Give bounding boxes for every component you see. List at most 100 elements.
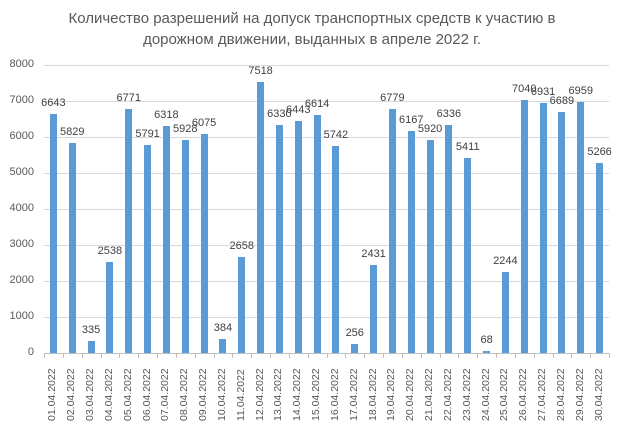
- y-tick-label: 8000: [9, 58, 34, 70]
- x-tick-mark: [251, 353, 253, 358]
- y-tick-label: 1000: [9, 310, 34, 322]
- gridline: [44, 245, 609, 246]
- x-tick-mark: [326, 353, 328, 358]
- bar-22.04.2022: [445, 124, 453, 353]
- data-label: 7040: [512, 82, 537, 95]
- x-tick-mark: [157, 353, 158, 358]
- x-tick-label: 25.04.2022: [498, 368, 511, 421]
- data-label: 5829: [60, 126, 85, 139]
- x-tick-label: 24.04.2022: [479, 368, 492, 421]
- y-tick-label: 5000: [9, 166, 34, 178]
- y-tick-label: 2000: [9, 274, 34, 286]
- data-label: 2538: [97, 244, 123, 257]
- plot-area: 6643 5829 335 2538 6771 5791 6318 5928 6075 384 26…: [41, 65, 612, 358]
- x-tick-label: 07.04.2022: [159, 368, 172, 421]
- x-tick-label: 19.04.2022: [385, 368, 398, 421]
- x-tick-label: 22.04.2022: [441, 368, 454, 421]
- bar-11.04.2022: [238, 257, 246, 353]
- data-label: 6075: [191, 117, 217, 130]
- y-tick-label: 0: [27, 346, 34, 358]
- bar-20.04.2022: [407, 131, 415, 353]
- x-tick-mark: [270, 353, 271, 358]
- data-label: 6959: [568, 85, 593, 98]
- data-label: 2244: [493, 255, 518, 268]
- bar-16.04.2022: [332, 146, 340, 353]
- data-label: 6443: [286, 104, 311, 117]
- x-tick-label: 06.04.2022: [140, 368, 153, 421]
- bar-19.04.2022: [388, 108, 396, 353]
- x-tick-label: 13.04.2022: [272, 368, 285, 421]
- gridline: [44, 65, 609, 66]
- x-tick-mark: [175, 353, 177, 358]
- bar-03.04.2022: [87, 340, 95, 353]
- x-tick-label: 08.04.2022: [178, 368, 191, 421]
- bar-18.04.2022: [370, 265, 378, 353]
- x-tick-label: 30.04.2022: [592, 368, 605, 421]
- gridline: [44, 173, 609, 174]
- x-tick-mark: [307, 353, 309, 358]
- x-tick-label: 11.04.2022: [234, 369, 247, 421]
- bar-09.04.2022: [200, 134, 208, 353]
- x-tick-mark: [514, 353, 516, 358]
- x-tick-label: 27.04.2022: [536, 368, 549, 421]
- x-tick-mark: [609, 353, 610, 358]
- x-tick-label: 04.04.2022: [102, 368, 115, 421]
- data-label: 5266: [587, 146, 612, 159]
- bar-27.04.2022: [539, 103, 547, 353]
- bar-23.04.2022: [464, 158, 472, 353]
- x-tick-mark: [458, 353, 460, 358]
- data-label: 6336: [436, 107, 462, 120]
- x-tick-mark: [477, 353, 479, 358]
- data-label: 6771: [116, 92, 141, 105]
- data-label: 68: [480, 333, 493, 346]
- x-tick-mark: [213, 353, 215, 358]
- x-tick-label: 20.04.2022: [404, 368, 417, 421]
- bar-01.04.2022: [49, 113, 57, 353]
- x-tick-label: 17.04.2022: [347, 368, 360, 421]
- bar-08.04.2022: [181, 139, 189, 353]
- y-tick-label: 3000: [9, 238, 34, 250]
- x-tick-label: 26.04.2022: [517, 368, 530, 421]
- x-tick-mark: [383, 353, 384, 358]
- chart-title: Количество разрешений на допуск транспор…: [0, 8, 624, 50]
- x-tick-mark: [590, 353, 592, 358]
- x-tick-mark: [81, 353, 83, 358]
- x-tick-label: 21.04.2022: [423, 368, 436, 421]
- bar-06.04.2022: [144, 144, 152, 353]
- x-tick-mark: [345, 353, 347, 358]
- data-label: 6167: [399, 113, 424, 126]
- bar-29.04.2022: [577, 102, 585, 353]
- bar-15.04.2022: [313, 114, 321, 353]
- x-tick-label: 10.04.2022: [215, 368, 228, 421]
- data-label: 5791: [135, 127, 160, 140]
- data-label: 2658: [229, 240, 254, 253]
- bar-30.04.2022: [596, 163, 604, 353]
- x-tick-label: 29.04.2022: [573, 368, 586, 421]
- bar-05.04.2022: [125, 109, 133, 353]
- x-tick-mark: [552, 353, 554, 358]
- x-tick-mark: [119, 353, 121, 358]
- data-label: 6931: [530, 86, 556, 99]
- bar-12.04.2022: [257, 82, 265, 353]
- data-label: 6614: [304, 97, 330, 110]
- x-tick-mark: [401, 353, 403, 358]
- gridline: [44, 137, 609, 138]
- x-tick-mark: [62, 353, 64, 358]
- bar-07.04.2022: [162, 125, 170, 353]
- data-label: 7518: [248, 65, 273, 78]
- bar-04.04.2022: [106, 261, 114, 353]
- x-tick-mark: [364, 353, 366, 358]
- data-label: 6643: [41, 96, 66, 109]
- y-tick-label: 6000: [9, 130, 34, 142]
- bar-13.04.2022: [275, 125, 283, 353]
- bar-10.04.2022: [219, 339, 227, 353]
- data-label: 5920: [417, 122, 443, 135]
- gridline: [44, 101, 609, 102]
- x-tick-label: 05.04.2022: [121, 368, 134, 421]
- data-label: 6779: [380, 91, 405, 104]
- x-tick-label: 18.04.2022: [366, 368, 379, 421]
- x-tick-label: 15.04.2022: [310, 368, 323, 421]
- chart-title-line-2: дорожном движении, выданных в апреле 202…: [143, 31, 481, 48]
- data-label: 6318: [154, 108, 179, 121]
- chart-title-line-1: Количество разрешений на допуск транспор…: [68, 10, 556, 27]
